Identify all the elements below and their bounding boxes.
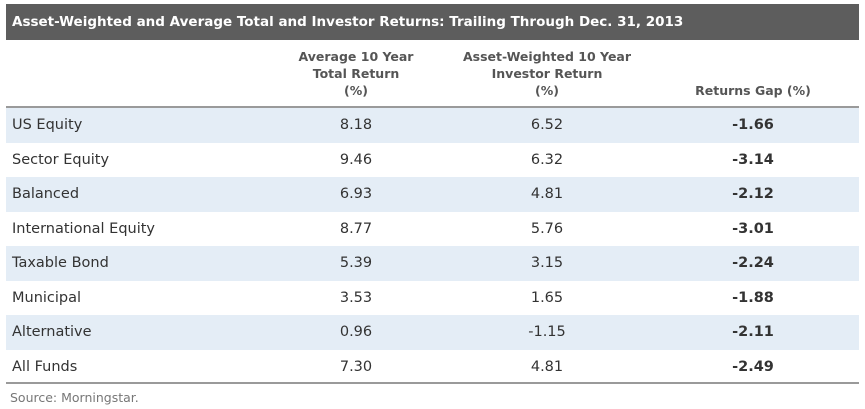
investor-return-value: 3.15 [530,255,564,271]
column-header-line: Average 10 Year [298,49,414,64]
investor-return-value: 5.76 [530,220,564,237]
table-header: Average 10 Year Total Return (%) Asset-W… [6,40,859,106]
row-label: Sector Equity [12,151,110,168]
row-label: Taxable Bond [12,255,109,271]
row-label: Alternative [12,324,92,340]
column-header-line: Total Return [312,66,400,81]
total-return-value: 5.39 [339,255,373,271]
returns-gap-value: -2.49 [732,358,774,375]
investor-return-value: 6.52 [530,117,564,133]
returns-gap-value: -2.24 [732,255,774,271]
returns-gap-value: -1.88 [732,289,774,306]
column-header-line: Returns Gap (%) [695,83,811,98]
investor-return-value: 4.81 [530,186,564,202]
column-header-total-return: Average 10 Year Total Return (%) [266,48,446,99]
total-return-value: 9.46 [339,151,373,168]
returns-gap-value: -3.14 [732,151,774,168]
row-label: All Funds [12,358,78,375]
column-header-returns-gap: Returns Gap (%) [664,82,842,99]
total-return-value: 0.96 [339,324,373,340]
column-header-line: (%) [535,83,559,98]
returns-gap-value: -2.12 [732,186,774,202]
returns-gap-value: -3.01 [732,220,774,237]
total-return-value: 8.18 [339,117,373,133]
returns-gap-value: -2.11 [732,324,774,340]
column-header-line: Investor Return [491,66,603,81]
table-row: Alternative 0.96 -1.15 -2.11 [6,315,859,350]
total-return-value: 7.30 [339,358,373,375]
header-divider [6,106,859,108]
row-label: Balanced [12,186,80,202]
total-return-value: 6.93 [339,186,373,202]
column-header-line: (%) [344,83,368,98]
total-return-value: 8.77 [339,220,373,237]
column-header-investor-return: Asset-Weighted 10 Year Investor Return (… [457,48,637,99]
investor-return-value: 6.32 [530,151,564,168]
table-row: Taxable Bond 5.39 3.15 -2.24 [6,246,859,281]
investor-return-value: -1.15 [528,324,566,340]
returns-gap-value: -1.66 [732,117,774,133]
source-note: Source: Morningstar. [10,390,139,405]
table-row: International Equity 8.77 5.76 -3.01 [6,212,859,247]
table-row: Sector Equity 9.46 6.32 -3.14 [6,143,859,178]
table-body: US Equity 8.18 6.52 -1.66 Sector Equity … [6,108,859,384]
total-return-value: 3.53 [339,289,373,306]
table-row: US Equity 8.18 6.52 -1.66 [6,108,859,143]
table-row: All Funds 7.30 4.81 -2.49 [6,350,859,385]
footer-divider [6,382,859,384]
table-row: Balanced 6.93 4.81 -2.12 [6,177,859,212]
row-label: International Equity [12,220,156,237]
row-label: Municipal [12,289,82,306]
table-row: Municipal 3.53 1.65 -1.88 [6,281,859,316]
row-label: US Equity [12,117,83,133]
table-title: Asset-Weighted and Average Total and Inv… [6,4,859,40]
investor-return-value: 1.65 [530,289,564,306]
column-header-line: Asset-Weighted 10 Year [462,49,632,64]
investor-return-value: 4.81 [530,358,564,375]
